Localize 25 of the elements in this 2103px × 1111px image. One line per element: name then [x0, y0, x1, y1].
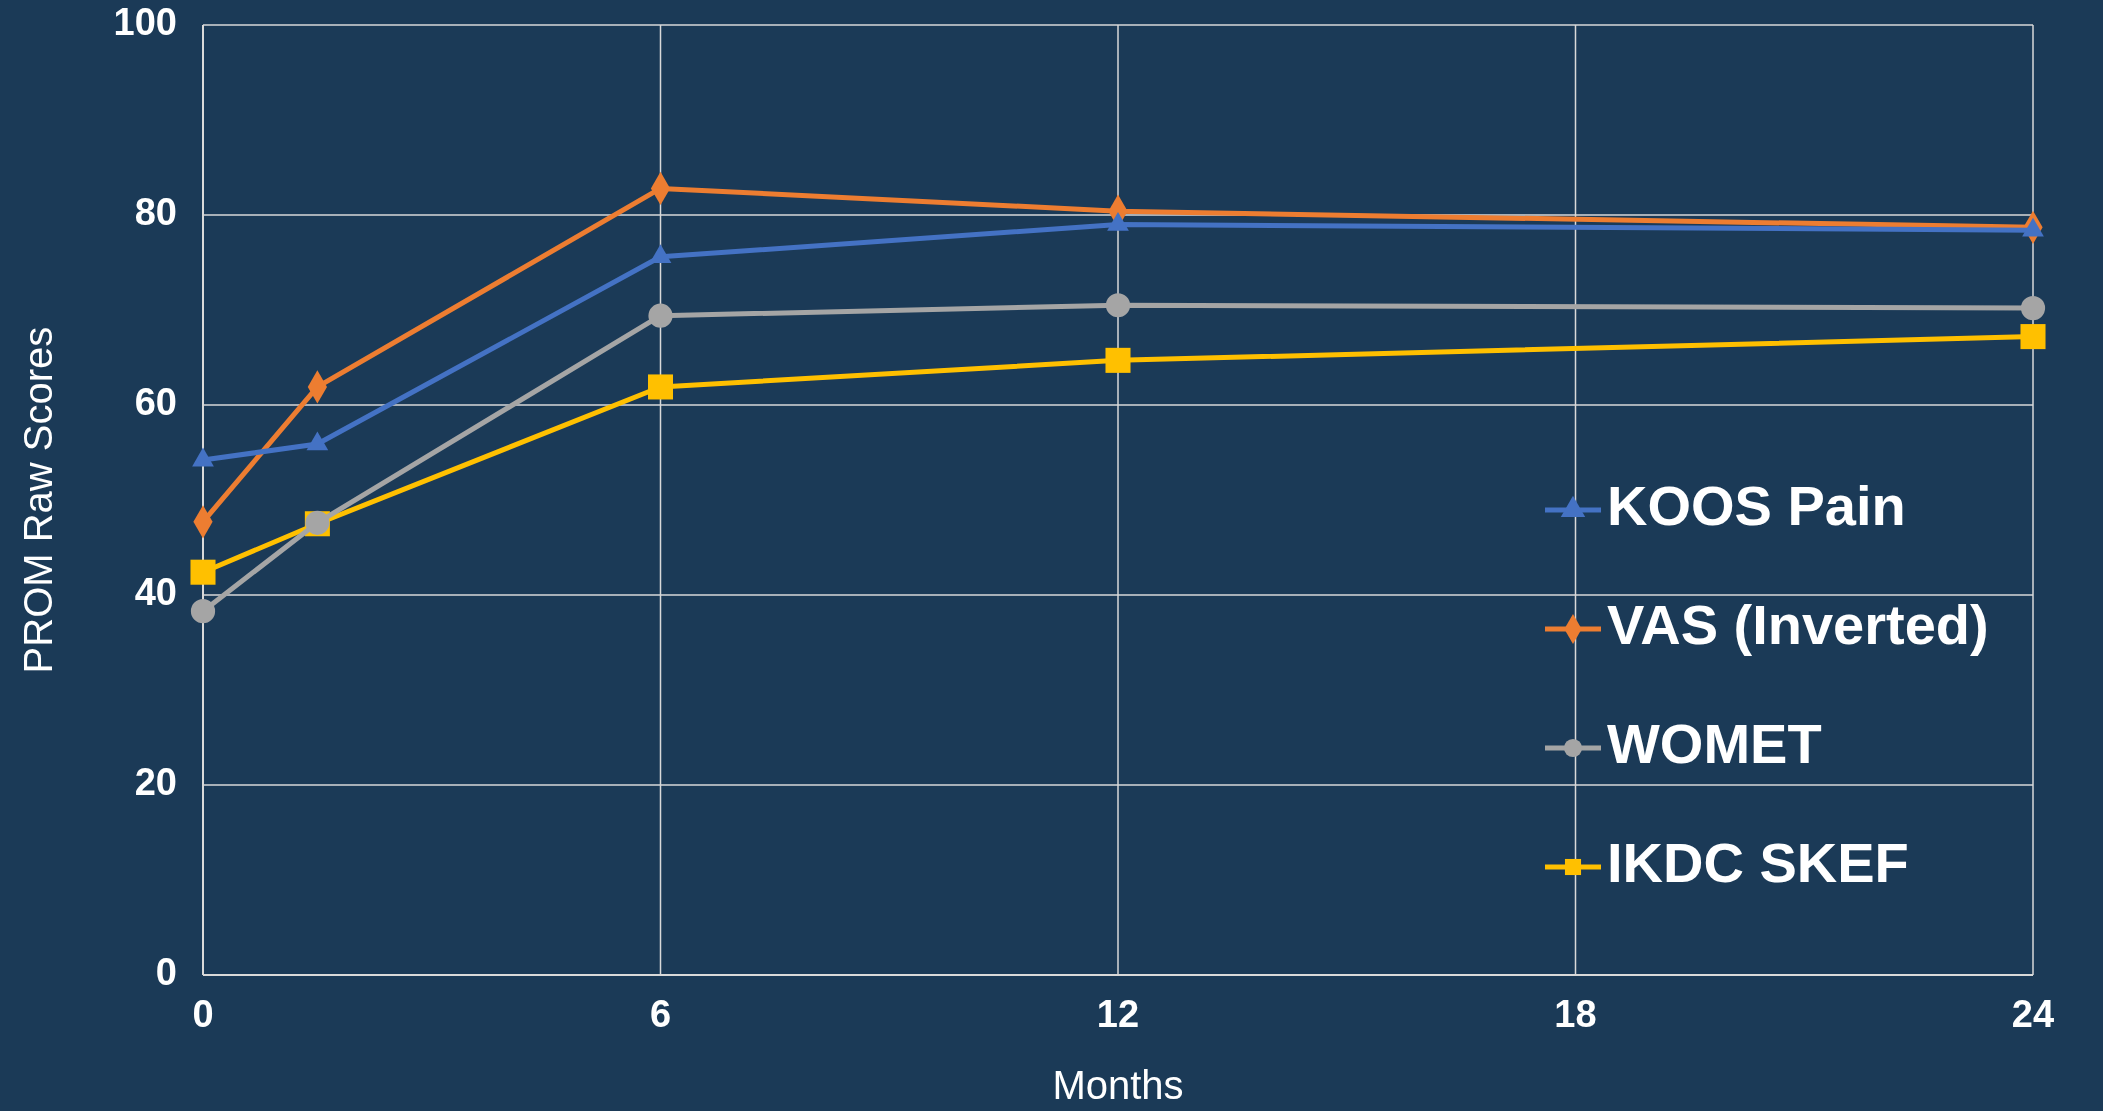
y-tick-label: 20 — [134, 761, 177, 804]
y-tick-label: 60 — [134, 381, 177, 424]
point — [1105, 293, 1131, 318]
x-tick-label: 18 — [1554, 993, 1597, 1035]
point — [2020, 296, 2046, 321]
y-tick-label: 100 — [113, 1, 177, 44]
x-tick-label: 24 — [2011, 993, 2055, 1035]
legend-label: WOMET — [1607, 711, 1822, 775]
point — [2020, 324, 2046, 350]
point — [647, 374, 674, 400]
x-tick-label: 6 — [649, 993, 672, 1035]
y-tick-label: 0 — [155, 951, 177, 994]
point — [190, 599, 216, 624]
legend-label: VAS (Inverted) — [1607, 592, 1989, 656]
y-tick-label: 80 — [134, 191, 177, 234]
x-tick-label: 12 — [1096, 993, 1140, 1035]
point — [1105, 347, 1131, 373]
x-axis-title: Months — [1052, 1063, 1184, 1107]
x-tick-label: 0 — [192, 993, 214, 1035]
legend-label: KOOS Pain — [1607, 473, 1906, 537]
point — [190, 559, 216, 585]
point — [648, 303, 673, 328]
legend-label: IKDC SKEF — [1607, 830, 1909, 894]
y-tick-label: 40 — [134, 571, 177, 614]
y-axis-title: PROM Raw Scores — [16, 326, 60, 674]
